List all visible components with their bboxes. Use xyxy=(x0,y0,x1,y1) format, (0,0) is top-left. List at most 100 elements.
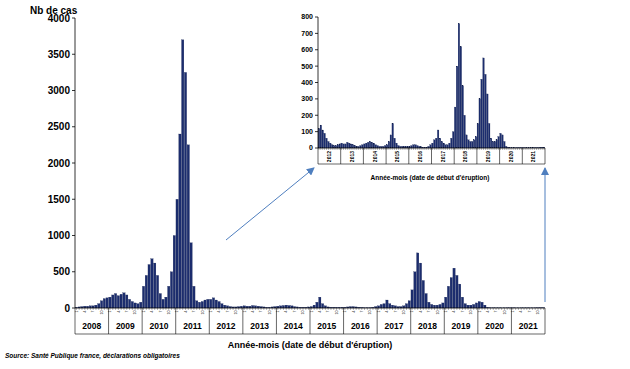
x-tick xyxy=(534,148,535,150)
x-tick xyxy=(512,308,513,310)
x-tick xyxy=(81,308,82,310)
x-tick xyxy=(160,308,161,310)
bar xyxy=(184,72,186,308)
x-tick xyxy=(494,148,495,150)
chart: 0500100015002000250030003500400014710147… xyxy=(0,0,630,369)
year-label: 2017 xyxy=(440,151,446,162)
y-tick-label: 600 xyxy=(301,46,313,53)
year-separator xyxy=(142,308,143,334)
x-tick xyxy=(93,308,94,310)
y-tick xyxy=(315,98,318,99)
bar xyxy=(413,145,415,148)
bar xyxy=(488,123,490,148)
year-separator xyxy=(310,308,311,334)
bar xyxy=(168,286,170,308)
x-tick xyxy=(238,308,239,310)
x-tick xyxy=(146,308,147,310)
bar xyxy=(170,272,172,308)
year-separator xyxy=(340,148,341,164)
year-label: 2019 xyxy=(452,321,471,331)
x-tick xyxy=(352,148,353,150)
x-tick xyxy=(398,148,399,150)
bar xyxy=(414,272,416,308)
bar xyxy=(131,301,133,308)
bar xyxy=(369,141,371,148)
x-tick xyxy=(540,148,541,150)
x-tick xyxy=(526,308,527,310)
bar xyxy=(212,298,214,308)
bar xyxy=(373,143,375,148)
year-separator xyxy=(499,148,500,164)
year-label: 2013 xyxy=(250,321,269,331)
y-tick xyxy=(72,126,75,127)
month-label: 4 xyxy=(150,311,154,313)
bar xyxy=(331,145,333,148)
year-separator xyxy=(477,308,478,334)
x-tick xyxy=(483,148,484,150)
x-tick xyxy=(386,308,387,310)
bar xyxy=(445,297,447,308)
bar xyxy=(473,140,475,148)
x-tick xyxy=(179,308,180,310)
x-tick xyxy=(453,148,454,150)
bar xyxy=(321,304,323,308)
x-tick xyxy=(455,148,456,150)
x-tick xyxy=(372,308,373,310)
x-tick xyxy=(277,308,278,310)
year-separator xyxy=(408,148,409,164)
x-tick xyxy=(303,308,304,310)
x-tick xyxy=(432,148,433,150)
x-tick xyxy=(404,148,405,150)
year-separator xyxy=(410,308,411,334)
x-tick xyxy=(417,148,418,150)
x-tick xyxy=(532,308,533,310)
bar xyxy=(494,141,496,148)
y-tick xyxy=(72,54,75,55)
x-tick xyxy=(440,308,441,310)
month-label: 7 xyxy=(427,311,431,313)
month-label: 7 xyxy=(528,311,532,313)
bar xyxy=(436,305,438,308)
x-tick xyxy=(490,308,491,310)
chart-1: 0100200300400500600700800201220132014201… xyxy=(301,13,545,182)
x-tick xyxy=(528,148,529,150)
x-tick xyxy=(530,148,531,150)
year-label: 2009 xyxy=(116,321,135,331)
x-tick xyxy=(182,308,183,310)
x-tick xyxy=(431,308,432,310)
x-tick xyxy=(149,308,150,310)
year-label: 2011 xyxy=(183,321,202,331)
x-tick xyxy=(109,308,110,310)
x-tick xyxy=(487,308,488,310)
x-tick xyxy=(221,308,222,310)
bar xyxy=(472,304,474,308)
bar xyxy=(466,135,468,148)
x-tick xyxy=(362,148,363,150)
y-axis-label: Nb de cas xyxy=(30,5,78,16)
year-separator xyxy=(545,148,546,164)
x-tick xyxy=(411,148,412,150)
x-tick xyxy=(538,308,539,310)
x-tick xyxy=(515,148,516,150)
x-tick xyxy=(489,148,490,150)
x-tick xyxy=(342,308,343,310)
month-label: 10 xyxy=(335,311,339,315)
x-tick xyxy=(280,308,281,310)
bar xyxy=(452,132,454,148)
x-tick xyxy=(345,148,346,150)
month-label: 7 xyxy=(293,311,297,313)
year-label: 2020 xyxy=(508,151,514,162)
bar xyxy=(343,144,345,148)
x-tick xyxy=(543,308,544,310)
x-tick xyxy=(524,308,525,310)
x-tick xyxy=(375,148,376,150)
x-tick xyxy=(157,308,158,310)
bar xyxy=(447,145,449,148)
x-tick xyxy=(101,308,102,310)
bar xyxy=(431,304,433,308)
x-tick xyxy=(373,148,374,150)
year-label: 2010 xyxy=(149,321,168,331)
x-tick xyxy=(448,308,449,310)
x-tick xyxy=(337,148,338,150)
bar xyxy=(464,304,466,308)
